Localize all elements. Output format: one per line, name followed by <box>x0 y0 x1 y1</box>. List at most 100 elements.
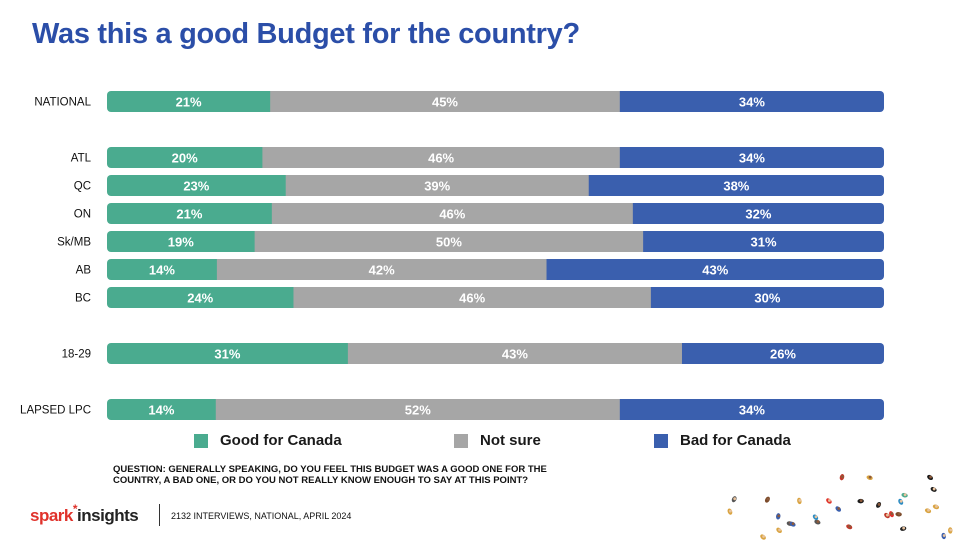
bar-segment <box>293 287 652 308</box>
row-label: ON <box>74 209 91 221</box>
legend-swatch-not-sure <box>454 433 468 448</box>
data-label: 46% <box>439 207 465 222</box>
bar-segment <box>271 203 634 224</box>
data-label: 20% <box>172 151 198 166</box>
person-head <box>903 493 907 497</box>
bar-segment <box>107 231 256 252</box>
data-label: 46% <box>459 291 485 306</box>
data-label: 45% <box>432 95 458 110</box>
person-head <box>932 487 936 491</box>
person-head <box>814 515 818 519</box>
bar-segment <box>643 231 884 252</box>
data-label: 31% <box>751 235 777 250</box>
data-label: 32% <box>745 207 771 222</box>
person-head <box>816 520 820 523</box>
legend-item-good: Good for Canada <box>194 432 342 449</box>
bar-segment <box>619 91 884 112</box>
row-label: 18-29 <box>62 349 91 361</box>
data-label: 50% <box>436 235 462 250</box>
data-label: 38% <box>723 179 749 194</box>
bar-segment <box>254 231 644 252</box>
bar-segment <box>681 343 884 364</box>
bar-segment <box>107 203 273 224</box>
person-head <box>841 475 844 479</box>
row-label: BC <box>75 293 91 305</box>
bar-segment <box>107 287 294 308</box>
row-label: Sk/MB <box>57 237 91 249</box>
bar-segment <box>107 91 271 112</box>
person-head <box>859 499 863 503</box>
survey-question: QUESTION: GENERALLY SPEAKING, DO YOU FEE… <box>113 464 547 486</box>
data-label: 21% <box>176 207 202 222</box>
row-label: QC <box>74 181 91 193</box>
bar-segment <box>107 175 287 196</box>
footer-divider <box>159 504 160 526</box>
data-label: 30% <box>754 291 780 306</box>
row-label: ATL <box>71 153 92 165</box>
bar-segment <box>262 147 621 168</box>
person-head <box>828 499 831 502</box>
legend-swatch-good <box>194 433 208 448</box>
person-head <box>733 497 737 501</box>
spark-insights-logo: spark*insights <box>30 502 139 526</box>
data-label: 39% <box>424 179 450 194</box>
data-label: 24% <box>187 291 213 306</box>
crowd-decoration <box>727 474 953 540</box>
data-label: 14% <box>149 263 175 278</box>
data-label: 19% <box>168 235 194 250</box>
person-head <box>762 535 765 538</box>
person-head <box>929 475 932 479</box>
person-head <box>949 528 953 532</box>
bar-segment <box>632 203 884 224</box>
bar-segment <box>107 259 218 280</box>
bar-segment <box>270 91 621 112</box>
person-head <box>890 512 894 516</box>
data-label: 21% <box>176 95 202 110</box>
person-head <box>927 508 930 512</box>
person-head <box>848 524 852 528</box>
bar-segment <box>619 147 884 168</box>
data-label: 42% <box>369 263 395 278</box>
data-label: 52% <box>405 403 431 418</box>
person-head <box>868 475 872 479</box>
row-label: NATIONAL <box>34 97 91 109</box>
data-label: 26% <box>770 347 796 362</box>
bar-segment <box>347 343 683 364</box>
person-head <box>766 497 770 501</box>
bar-segment <box>107 399 217 420</box>
data-label: 23% <box>183 179 209 194</box>
bar-segment <box>107 147 263 168</box>
person-head <box>942 534 946 537</box>
person-head <box>837 507 841 510</box>
bar-segment <box>107 343 349 364</box>
data-label: 34% <box>739 95 765 110</box>
legend-item-bad: Bad for Canada <box>654 432 791 449</box>
person-head <box>791 522 795 526</box>
bar-segment <box>285 175 590 196</box>
bar-segment <box>216 259 548 280</box>
legend-item-not-sure: Not sure <box>454 432 541 449</box>
bar-segment <box>619 399 884 420</box>
legend-label-not-sure: Not sure <box>480 432 541 449</box>
bar-segment <box>650 287 884 308</box>
legend-label-bad: Bad for Canada <box>680 432 791 449</box>
data-label: 46% <box>428 151 454 166</box>
data-label: 14% <box>148 403 174 418</box>
person-head <box>886 513 889 517</box>
stacked-bar-chart: NATIONAL 21% 45% 34% ATL 20% 46% 34% QC 23% 39% 38%… <box>20 91 884 420</box>
legend-label-good: Good for Canada <box>220 432 342 449</box>
person-head <box>899 499 903 503</box>
data-label: 34% <box>739 151 765 166</box>
person-head <box>897 512 901 516</box>
bar-segment <box>588 175 884 196</box>
data-label: 43% <box>502 347 528 362</box>
person-head <box>778 528 781 532</box>
data-label: 31% <box>214 347 240 362</box>
logo-spark: spark <box>30 506 73 525</box>
person-head <box>729 509 732 513</box>
data-label: 43% <box>702 263 728 278</box>
person-head <box>935 504 938 508</box>
bar-segment <box>215 399 621 420</box>
person-head <box>777 514 781 518</box>
row-label: LAPSED LPC <box>20 405 91 417</box>
